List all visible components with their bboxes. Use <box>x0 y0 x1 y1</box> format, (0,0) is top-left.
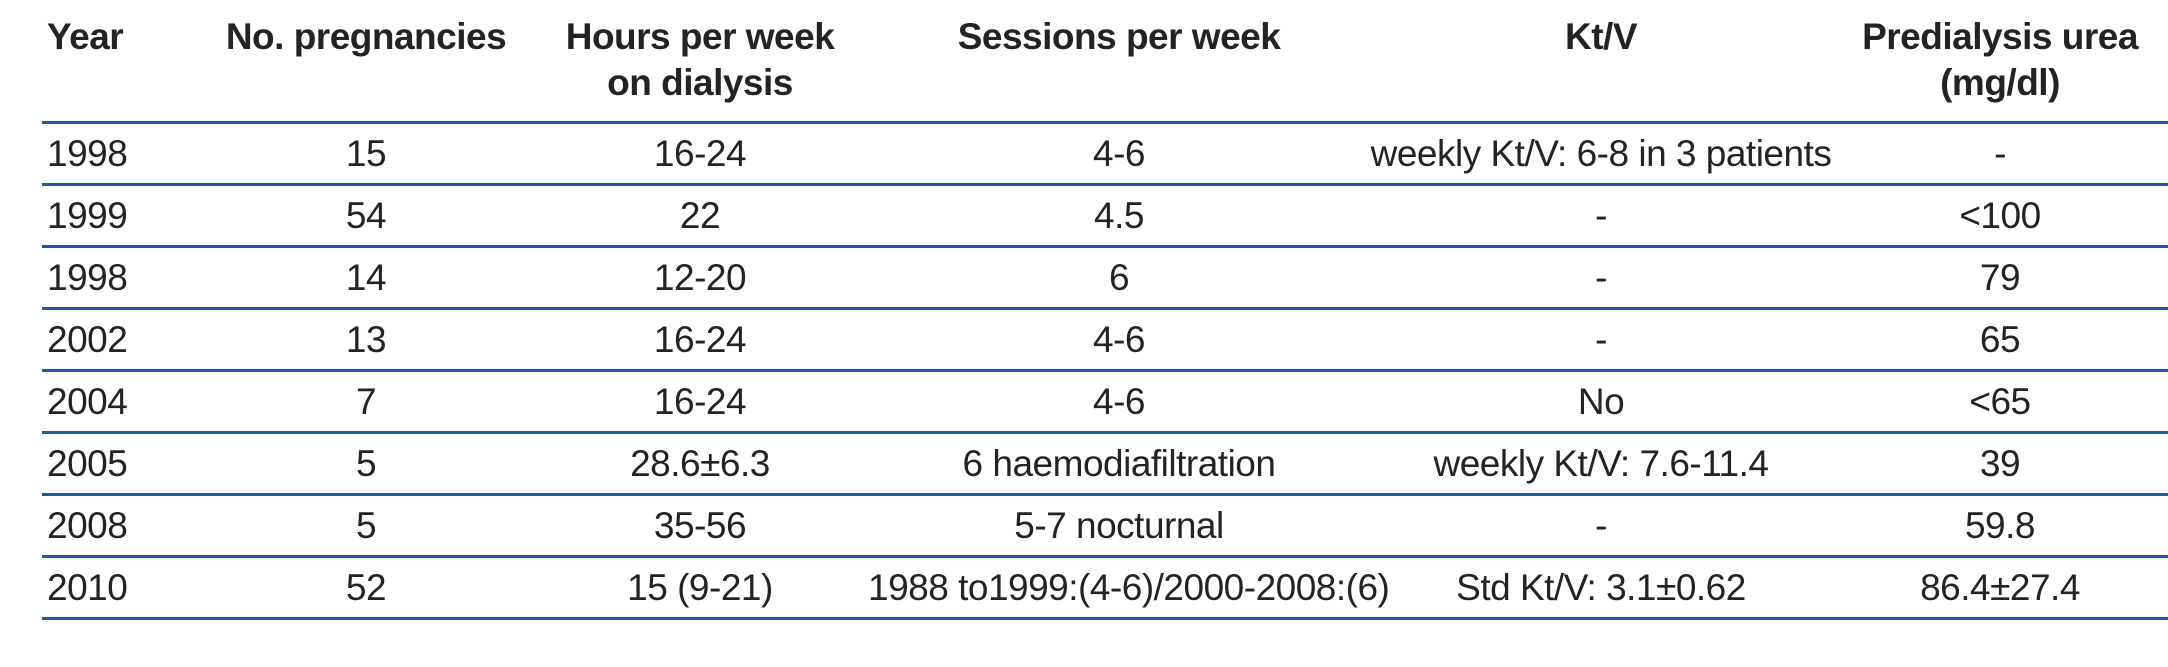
cell-urea: 59.8 <box>1832 494 2168 558</box>
col-header-urea: Predialysis urea (mg/dl) <box>1832 0 2168 124</box>
col-header-hours: Hours per week on dialysis <box>532 0 868 124</box>
cell-pregnancies: 52 <box>200 556 532 620</box>
col-header-hours-sublabel: on dialysis <box>607 62 793 103</box>
cell-year: 2008 <box>42 494 200 558</box>
cell-year: 2005 <box>42 432 200 496</box>
cell-year: 2010 <box>42 556 200 620</box>
col-header-hours-label: Hours per week <box>565 16 835 57</box>
cell-ktv: Std Kt/V: 3.1±0.62 <box>1370 556 1832 620</box>
col-header-pregnancies: No. pregnancies <box>200 0 532 124</box>
dialysis-pregnancy-table: Year No. pregnancies Hours per week on d… <box>42 0 2168 620</box>
cell-urea: 79 <box>1832 246 2168 310</box>
cell-year: 1998 <box>42 246 200 310</box>
cell-ktv: - <box>1370 494 1832 558</box>
cell-hours: 22 <box>532 184 868 248</box>
cell-urea: 65 <box>1832 308 2168 372</box>
col-header-urea-sublabel: (mg/dl) <box>1940 62 2060 103</box>
cell-sessions: 4-6 <box>868 122 1370 186</box>
cell-pregnancies: 5 <box>200 494 532 558</box>
cell-urea: <65 <box>1832 370 2168 434</box>
cell-ktv: - <box>1370 246 1832 310</box>
cell-pregnancies: 15 <box>200 122 532 186</box>
table-row: 1999 54 22 4.5 - <100 <box>42 184 2168 248</box>
cell-ktv: - <box>1370 184 1832 248</box>
cell-urea: - <box>1832 122 2168 186</box>
cell-pregnancies: 13 <box>200 308 532 372</box>
table-row: 2008 5 35-56 5-7 nocturnal - 59.8 <box>42 494 2168 558</box>
table-row: 2005 5 28.6±6.3 6 haemodiafiltration wee… <box>42 432 2168 496</box>
cell-hours: 15 (9-21) <box>532 556 868 620</box>
cell-hours: 12-20 <box>532 246 868 310</box>
cell-sessions: 4-6 <box>868 370 1370 434</box>
cell-sessions: 4.5 <box>868 184 1370 248</box>
table-row: 1998 15 16-24 4-6 weekly Kt/V: 6-8 in 3 … <box>42 122 2168 186</box>
table-row: 1998 14 12-20 6 - 79 <box>42 246 2168 310</box>
header-row: Year No. pregnancies Hours per week on d… <box>42 0 2168 124</box>
cell-year: 2004 <box>42 370 200 434</box>
table-row: 2010 52 15 (9-21) 1988 to1999:(4-6)/2000… <box>42 556 2168 620</box>
cell-year: 1999 <box>42 184 200 248</box>
cell-sessions: 6 <box>868 246 1370 310</box>
cell-hours: 16-24 <box>532 308 868 372</box>
cell-ktv: weekly Kt/V: 6-8 in 3 patients <box>1370 122 1832 186</box>
table-row: 2002 13 16-24 4-6 - 65 <box>42 308 2168 372</box>
col-header-urea-label: Predialysis urea <box>1862 16 2138 57</box>
cell-year: 2002 <box>42 308 200 372</box>
col-header-ktv: Kt/V <box>1370 0 1832 124</box>
cell-hours: 28.6±6.3 <box>532 432 868 496</box>
cell-pregnancies: 14 <box>200 246 532 310</box>
table-body: 1998 15 16-24 4-6 weekly Kt/V: 6-8 in 3 … <box>42 122 2168 620</box>
cell-year: 1998 <box>42 122 200 186</box>
table-header: Year No. pregnancies Hours per week on d… <box>42 0 2168 124</box>
cell-sessions: 1988 to1999:(4-6)/2000-2008:(6) <box>868 556 1390 620</box>
cell-sessions: 5-7 nocturnal <box>868 494 1370 558</box>
cell-urea: <100 <box>1832 184 2168 248</box>
cell-hours: 16-24 <box>532 370 868 434</box>
cell-urea: 86.4±27.4 <box>1832 556 2168 620</box>
cell-ktv: weekly Kt/V: 7.6-11.4 <box>1370 432 1832 496</box>
cell-hours: 35-56 <box>532 494 868 558</box>
cell-ktv: No <box>1370 370 1832 434</box>
col-header-year: Year <box>42 0 200 124</box>
cell-hours: 16-24 <box>532 122 868 186</box>
cell-ktv: - <box>1370 308 1832 372</box>
cell-urea: 39 <box>1832 432 2168 496</box>
cell-sessions: 4-6 <box>868 308 1370 372</box>
cell-pregnancies: 54 <box>200 184 532 248</box>
col-header-sessions: Sessions per week <box>868 0 1370 124</box>
col-header-year-label: Year <box>47 16 124 57</box>
col-header-sessions-label: Sessions per week <box>957 16 1281 57</box>
cell-sessions: 6 haemodiafiltration <box>868 432 1370 496</box>
cell-pregnancies: 5 <box>200 432 532 496</box>
col-header-pregnancies-label: No. pregnancies <box>225 16 507 57</box>
col-header-ktv-label: Kt/V <box>1565 16 1638 57</box>
cell-pregnancies: 7 <box>200 370 532 434</box>
table-row: 2004 7 16-24 4-6 No <65 <box>42 370 2168 434</box>
